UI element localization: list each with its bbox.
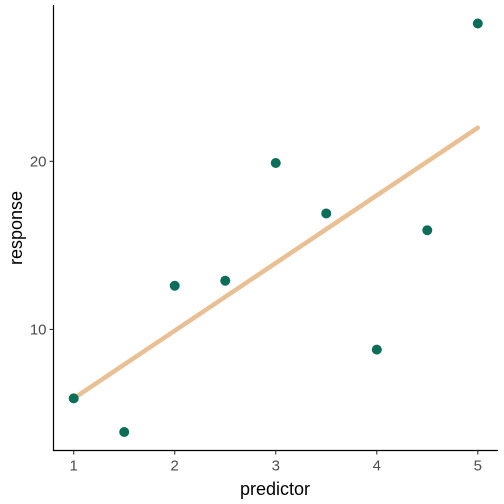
regression-line-layer (71, 125, 481, 401)
x-tick-label: 1 (70, 458, 78, 475)
y-axis-title: response (6, 191, 26, 265)
y-tick-label: 10 (30, 321, 47, 338)
data-point-3 (169, 280, 180, 291)
data-point-2 (119, 427, 130, 438)
tick-marks-and-labels: 1 2 3 4 5 10 20 (30, 153, 482, 474)
regression-line (71, 125, 481, 401)
x-tick-label: 5 (474, 458, 482, 475)
data-point-9 (472, 18, 483, 29)
data-point-5 (270, 158, 281, 169)
y-tick-label: 20 (30, 153, 47, 170)
data-point-8 (422, 225, 433, 236)
data-points-layer (68, 18, 483, 438)
data-point-1 (68, 393, 79, 404)
x-axis-title: predictor (240, 479, 310, 499)
x-tick-label: 2 (171, 458, 179, 475)
data-point-6 (321, 208, 332, 219)
data-point-4 (220, 275, 231, 286)
x-tick-label: 3 (272, 458, 280, 475)
data-point-7 (371, 344, 382, 355)
x-tick-label: 4 (373, 458, 381, 475)
